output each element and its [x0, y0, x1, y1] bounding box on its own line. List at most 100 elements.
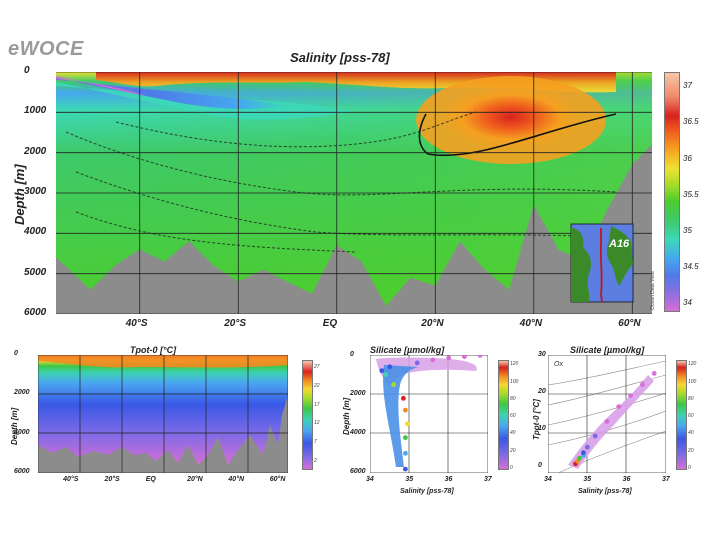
potemp-colorbar-tick: 27: [314, 364, 320, 371]
ts-ylabel: Tpot-0 [°C]: [532, 399, 541, 440]
ts-xlabel: Salinity [pss-78]: [578, 488, 632, 495]
scatter-point: [628, 393, 633, 398]
profile-colorbar: [498, 360, 509, 470]
profile-colorbar-tick: 0: [510, 465, 513, 471]
salinity-colorbar-tick: 37: [683, 81, 692, 91]
silicate-profile-plot: [370, 355, 488, 473]
potemp-ylabel: Depth [m]: [10, 407, 19, 445]
scatter-point: [401, 395, 406, 401]
scatter-point: [604, 419, 610, 424]
profile-y-tick: 4000: [350, 429, 366, 436]
inset-americas: [571, 228, 591, 302]
salinity-colorbar-tick: 34: [683, 297, 692, 307]
potemp-x-tick: 40°N: [228, 476, 245, 483]
potemp-water: [38, 355, 288, 465]
bathymetry: [56, 144, 652, 314]
contour-line: [75, 211, 357, 253]
salinity-colorbar-tick: 36: [683, 153, 692, 163]
potemp-colorbar-tick: 22: [314, 383, 320, 390]
silicate-ts-plot: Ox: [548, 355, 666, 473]
ts-points: [573, 371, 657, 467]
inset-section-track: [599, 228, 603, 303]
potemp-surface: [38, 355, 288, 368]
ts-x-tick: 36: [622, 476, 631, 483]
scatter-point: [405, 421, 410, 427]
ts-cloud: [568, 375, 654, 469]
scatter-point: [640, 382, 645, 387]
potemp-title: Tpot-0 [°C]: [130, 345, 177, 355]
profile-cloud-deep: [383, 365, 418, 467]
scatter-point: [462, 355, 467, 359]
profile-x-tick: 35: [405, 476, 414, 483]
ts-colorbar-tick: 0: [688, 465, 691, 471]
salinity-y-tick: 0: [24, 65, 30, 76]
potemp-colorbar-tick: 17: [314, 401, 320, 408]
potemp-x-tick: 20°N: [187, 476, 203, 483]
contour-line: [65, 131, 617, 196]
salinity-y-tick: 2000: [24, 145, 47, 157]
potemp-colorbar-tick: 2: [314, 457, 317, 464]
salinity-colorbar: [664, 72, 680, 312]
profile-colorbar-tick: 120: [510, 361, 519, 368]
isopycnal: [548, 374, 666, 406]
salinity-y-tick: 6000: [24, 307, 47, 318]
scatter-point: [651, 371, 657, 376]
salinity-x-tick: 40°N: [519, 318, 543, 329]
isopycnal: [557, 430, 666, 473]
ts-y-tick: 0: [538, 461, 542, 469]
profile-cloud-upper: [376, 357, 477, 385]
ts-grid: [548, 355, 666, 473]
potemp-colorbar-tick: 7: [314, 438, 317, 445]
ts-y-tick: 30: [538, 351, 546, 358]
aaiw-core: [56, 78, 286, 109]
salinity-y-tick: 4000: [24, 226, 47, 238]
potemp-y-tick: 0: [14, 350, 18, 357]
scatter-point: [391, 382, 396, 387]
ts-y-tick: 10: [538, 424, 546, 432]
scatter-point: [383, 372, 389, 378]
ts-title: Silicate [µmol/kg]: [570, 345, 645, 355]
ts-colorbar-tick: 120: [688, 361, 697, 368]
profile-x-tick: 37: [484, 476, 492, 483]
scatter-point: [387, 364, 393, 370]
salinity-colorbar-tick: 34.5: [683, 261, 699, 271]
scatter-point: [403, 450, 408, 456]
scatter-point: [581, 450, 586, 456]
scatter-point: [592, 433, 598, 439]
potemp-colorbar: [302, 360, 313, 470]
ts-x-tick: 34: [544, 476, 552, 483]
salinity-chart-title: Salinity [pss-78]: [290, 50, 390, 65]
salinity-y-tick: 5000: [24, 266, 47, 278]
potemp-x-tick: 20°S: [104, 476, 120, 483]
ts-annotation: Ox: [554, 361, 563, 368]
salinity-y-tick: 1000: [24, 105, 47, 117]
scatter-point: [414, 360, 420, 366]
salinity-y-tick: 3000: [24, 186, 47, 197]
a16-inset-map: [570, 223, 634, 303]
potemp-colorbar-tick: 12: [314, 420, 320, 427]
salinity-section-plot: [56, 72, 652, 314]
profile-xlabel: Salinity [pss-78]: [400, 488, 454, 495]
section-label: A16: [609, 238, 630, 250]
contour-line: [75, 171, 617, 238]
contours: [65, 111, 617, 253]
potemp-y-tick: 4000: [14, 428, 30, 436]
scatter-point: [446, 355, 452, 361]
scatter-point: [477, 355, 483, 358]
profile-points: [379, 355, 483, 472]
scatter-point: [430, 357, 436, 363]
salinity-x-tick: 20°S: [224, 318, 247, 329]
potemp-x-tick: 60°N: [269, 476, 286, 483]
salinity-x-tick: 40°S: [125, 318, 148, 329]
profile-x-tick: 34: [366, 476, 374, 483]
potemp-grid: [38, 355, 288, 473]
isopycnal: [548, 360, 666, 386]
profile-x-tick: 36: [444, 476, 453, 483]
ts-x-tick: 35: [583, 476, 592, 483]
salinity-x-tick: 20°N: [421, 318, 444, 329]
scatter-point: [403, 435, 408, 440]
salinity-colorbar-tick: 36.5: [683, 117, 699, 127]
salinity-x-tick: EQ: [322, 318, 338, 329]
scatter-point: [403, 466, 408, 472]
potemp-x-tick: 40°S: [63, 476, 79, 483]
